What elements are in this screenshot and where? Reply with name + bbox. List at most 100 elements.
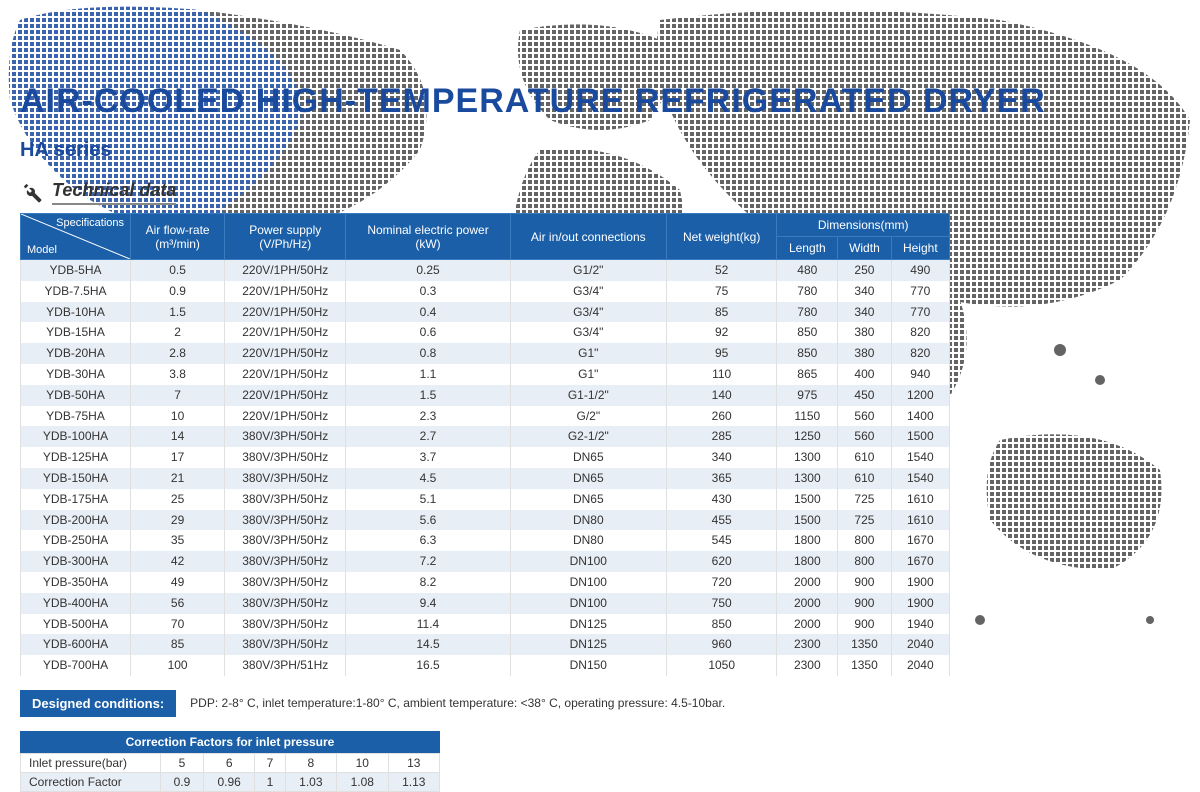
cell-l: 1300 [777, 447, 838, 468]
cell-model: YDB-125HA [21, 447, 131, 468]
cell-wt: 545 [666, 530, 777, 551]
cell-air: 56 [131, 593, 225, 614]
cell-conn: G3/4" [510, 302, 666, 323]
table-row: YDB-125HA17380V/3PH/50Hz3.7DN65340130061… [21, 447, 950, 468]
th-width: Width [838, 237, 891, 260]
cell-wt: 92 [666, 322, 777, 343]
cell-l: 780 [777, 302, 838, 323]
cell-pwr: 380V/3PH/50Hz [225, 593, 346, 614]
cell-nom: 0.8 [346, 343, 510, 364]
cell-h: 2040 [891, 655, 949, 676]
designed-label: Designed conditions: [20, 690, 176, 717]
cell-nom: 5.1 [346, 489, 510, 510]
cell-model: YDB-150HA [21, 468, 131, 489]
cell-conn: DN150 [510, 655, 666, 676]
cell-h: 1400 [891, 406, 949, 427]
cell-conn: DN125 [510, 634, 666, 655]
cell-pwr: 220V/1PH/50Hz [225, 322, 346, 343]
table-row: YDB-20HA2.8220V/1PH/50Hz0.8G1"9585038082… [21, 343, 950, 364]
corr-cell: 1.13 [388, 772, 440, 791]
cell-w: 380 [838, 322, 891, 343]
cell-h: 1900 [891, 572, 949, 593]
cell-nom: 9.4 [346, 593, 510, 614]
cell-w: 725 [838, 510, 891, 531]
cell-model: YDB-700HA [21, 655, 131, 676]
cell-h: 1610 [891, 489, 949, 510]
cell-l: 1250 [777, 426, 838, 447]
cell-w: 610 [838, 447, 891, 468]
corr-cell: 1.08 [337, 772, 388, 791]
corr-cell: 0.9 [161, 772, 204, 791]
cell-pwr: 220V/1PH/50Hz [225, 281, 346, 302]
cell-l: 850 [777, 343, 838, 364]
cell-pwr: 220V/1PH/50Hz [225, 364, 346, 385]
cell-w: 380 [838, 343, 891, 364]
cell-h: 770 [891, 281, 949, 302]
cell-nom: 1.1 [346, 364, 510, 385]
correction-title: Correction Factors for inlet pressure [20, 731, 440, 753]
cell-pwr: 220V/1PH/50Hz [225, 260, 346, 281]
designed-conditions: Designed conditions: PDP: 2-8° C, inlet … [20, 690, 1180, 717]
cell-model: YDB-20HA [21, 343, 131, 364]
corr-cell: 5 [161, 753, 204, 772]
cell-conn: DN125 [510, 614, 666, 635]
cell-wt: 960 [666, 634, 777, 655]
cell-air: 17 [131, 447, 225, 468]
cell-wt: 85 [666, 302, 777, 323]
table-row: YDB-250HA35380V/3PH/50Hz6.3DN80545180080… [21, 530, 950, 551]
cell-air: 85 [131, 634, 225, 655]
cell-conn: DN65 [510, 447, 666, 468]
cell-h: 490 [891, 260, 949, 281]
cell-nom: 1.5 [346, 385, 510, 406]
cell-pwr: 380V/3PH/50Hz [225, 551, 346, 572]
cell-air: 2 [131, 322, 225, 343]
cell-nom: 0.4 [346, 302, 510, 323]
cell-l: 865 [777, 364, 838, 385]
cell-conn: G1" [510, 364, 666, 385]
cell-w: 1350 [838, 634, 891, 655]
table-row: YDB-200HA29380V/3PH/50Hz5.6DN80455150072… [21, 510, 950, 531]
cell-nom: 4.5 [346, 468, 510, 489]
cell-pwr: 380V/3PH/51Hz [225, 655, 346, 676]
cell-conn: G3/4" [510, 322, 666, 343]
cell-h: 1900 [891, 593, 949, 614]
corr-cell: 7 [255, 753, 285, 772]
cell-pwr: 220V/1PH/50Hz [225, 406, 346, 427]
cell-w: 450 [838, 385, 891, 406]
cell-nom: 6.3 [346, 530, 510, 551]
cell-air: 3.8 [131, 364, 225, 385]
cell-w: 1350 [838, 655, 891, 676]
cell-conn: G2-1/2" [510, 426, 666, 447]
cell-air: 35 [131, 530, 225, 551]
corr-cell: 0.96 [203, 772, 254, 791]
cell-nom: 7.2 [346, 551, 510, 572]
corr-cell: 13 [388, 753, 440, 772]
cell-conn: DN80 [510, 510, 666, 531]
cell-l: 1800 [777, 551, 838, 572]
cell-h: 1500 [891, 426, 949, 447]
wrench-icon [20, 181, 44, 205]
cell-h: 1610 [891, 510, 949, 531]
cell-conn: DN65 [510, 489, 666, 510]
cell-w: 610 [838, 468, 891, 489]
table-row: YDB-400HA56380V/3PH/50Hz9.4DN10075020009… [21, 593, 950, 614]
cell-nom: 0.25 [346, 260, 510, 281]
cell-w: 250 [838, 260, 891, 281]
cell-l: 2000 [777, 614, 838, 635]
cell-air: 100 [131, 655, 225, 676]
cell-wt: 720 [666, 572, 777, 593]
cell-model: YDB-100HA [21, 426, 131, 447]
cell-pwr: 380V/3PH/50Hz [225, 468, 346, 489]
cell-conn: DN80 [510, 530, 666, 551]
cell-nom: 16.5 [346, 655, 510, 676]
cell-l: 2000 [777, 593, 838, 614]
cell-conn: G1" [510, 343, 666, 364]
page-title: AIR-COOLED HIGH-TEMPERATURE REFRIGERATED… [20, 82, 1180, 121]
cell-wt: 285 [666, 426, 777, 447]
cell-pwr: 220V/1PH/50Hz [225, 343, 346, 364]
cell-w: 900 [838, 614, 891, 635]
cell-model: YDB-400HA [21, 593, 131, 614]
th-nominal: Nominal electric power(kW) [346, 214, 510, 260]
th-model-spec: Specifications Model [21, 214, 131, 260]
cell-w: 340 [838, 281, 891, 302]
